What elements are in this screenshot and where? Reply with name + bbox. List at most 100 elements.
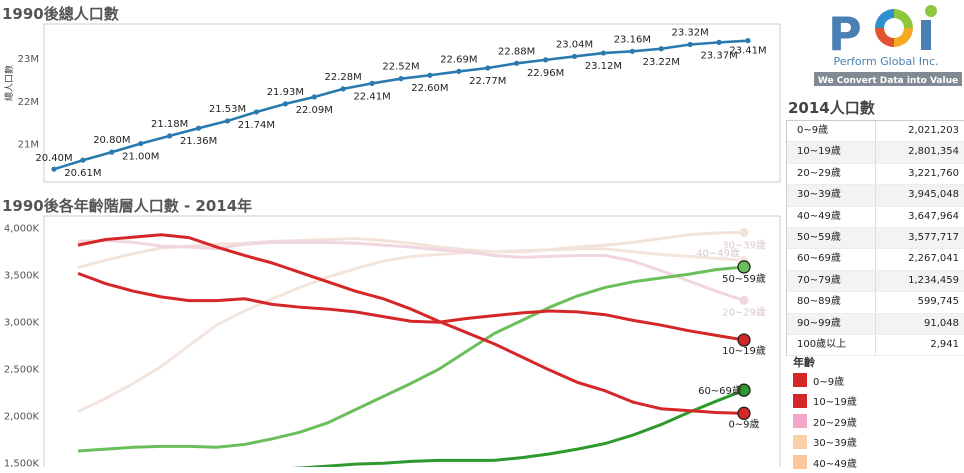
logo-dot-icon [925,5,937,17]
table-row: 10~19歲 2,801,354 [787,142,964,164]
total-population-data-label: 20.40M [35,153,72,164]
legend-label: 20~29歲 [813,417,857,429]
bottom-y-tick-label: 3,000K [4,317,40,328]
total-population-point [282,101,288,107]
series-end-marker [739,227,749,237]
logo-tagline-bar [814,72,962,86]
bottom-y-tick-label: 2,500K [4,364,40,375]
table-row: 0~9歲 2,021,203 [787,121,964,143]
legend-item[interactable]: 40~49歲 [793,452,857,473]
total-population-data-label: 23.16M [614,34,651,45]
age-legend: 0~9歲 10~19歲 20~29歲 30~39歲 40~49歲 [793,370,857,473]
series-end-label: 40~49歲 [696,246,740,259]
series-line [77,271,745,342]
series-end-marker [737,383,751,397]
total-population-data-label: 20.61M [64,168,101,179]
age-group-cell: 70~79歲 [787,270,876,292]
legend-swatch [793,373,807,388]
age-group-cell: 30~39歲 [787,185,876,206]
age-group-population-chart: 1,500K 2,000K 2,500K 3,000K 3,500K 4,000K 30~3… [4,215,781,467]
total-population-point [51,166,57,172]
series-end-label: 60~69歲 [698,384,742,397]
logo-letter-i [921,20,931,50]
table-row: 40~49歲 3,647,964 [787,206,964,228]
table-row: 30~39歲 3,945,048 [787,185,964,207]
top-y-tick-label: 23M [18,54,39,65]
age-group-cell: 40~49歲 [787,206,876,227]
total-population-data-label: 22.28M [325,72,362,83]
total-population-data-label: 21.36M [180,136,217,147]
table-row: 60~69歲 2,267,041 [787,249,964,271]
series-end-marker [737,406,751,420]
total-population-data-label: 21.00M [122,152,159,163]
table-row: 90~99歲 91,048 [787,313,964,335]
total-population-point [398,76,404,82]
total-population-point [571,53,578,60]
total-population-point [514,60,520,66]
age-group-cell: 10~19歲 [787,142,876,163]
total-population-point [80,157,86,163]
total-population-point [542,57,549,63]
total-population-data-label: 23.12M [585,61,622,72]
series-line [77,233,745,415]
table-title: 2014人口數 [788,99,875,117]
series-line [77,247,745,413]
total-population-point [658,46,664,52]
top-chart-title: 1990後總人口數 [2,5,119,23]
legend-swatch [793,393,807,408]
total-population-data-label: 21.93M [267,87,304,98]
logo-letter-p: P [828,7,862,61]
bottom-y-tick-label: 1,500K [4,458,40,467]
series-line [77,238,745,302]
total-population-point [600,50,607,56]
series-line [77,265,745,453]
total-population-data-label: 21.74M [238,120,275,131]
legend-item[interactable]: 20~29歲 [793,411,857,432]
top-y-tick-label: 21M [18,140,39,151]
total-population-point [311,94,317,100]
total-population-point [485,65,491,71]
age-group-cell: 0~9歲 [787,121,876,142]
total-population-point [253,109,260,115]
population-cell: 1,234,459 [908,274,959,286]
population-cell: 3,577,717 [908,231,959,243]
population-cell: 2,941 [930,338,959,350]
population-cell: 599,745 [917,296,959,308]
total-population-data-label: 23.32M [672,27,709,38]
population-cell: 3,945,048 [908,189,959,201]
population-cell: 2,801,354 [908,146,959,158]
population-cell: 2,021,203 [908,125,959,136]
table-row: 70~79歲 1,234,459 [787,270,964,293]
series-end-label: 10~19歲 [722,344,766,357]
total-population-data-label: 23.04M [556,39,593,50]
total-population-data-label: 23.37M [700,50,737,61]
series-end-label: 50~59歲 [722,272,766,285]
legend-label: 10~19歲 [813,397,857,409]
legend-swatch [793,434,807,449]
legend-title: 年齡 [793,356,815,369]
age-group-cell: 50~59歲 [787,227,876,249]
series-line [291,388,745,467]
total-population-data-label: 21.18M [151,119,188,130]
total-population-point [167,133,173,139]
top-y-axis-label: 總人口數 [3,65,15,101]
legend-item[interactable]: 0~9歲 [793,370,857,391]
legend-label: 0~9歲 [813,376,845,388]
top-y-tick-label: 22M [18,97,39,108]
age-group-cell: 20~29歲 [787,163,876,185]
total-population-point [687,41,693,48]
total-population-data-label: 22.77M [469,76,506,87]
logo-company-name: Perform Global Inc. [833,55,938,68]
total-population-data-label: 22.09M [296,105,333,116]
legend-label: 40~49歲 [813,458,857,470]
total-population-point [745,38,751,44]
population-cell: 3,647,964 [908,210,959,222]
legend-item[interactable]: 30~39歲 [793,432,857,453]
legend-item[interactable]: 10~19歲 [793,391,857,412]
total-population-point [456,68,462,74]
table-row: 80~89歲 599,745 [787,292,964,314]
total-population-point [138,140,144,147]
logo-tagline: We Convert Data into Value [818,76,958,86]
total-population-data-label: 23.41M [729,46,766,57]
